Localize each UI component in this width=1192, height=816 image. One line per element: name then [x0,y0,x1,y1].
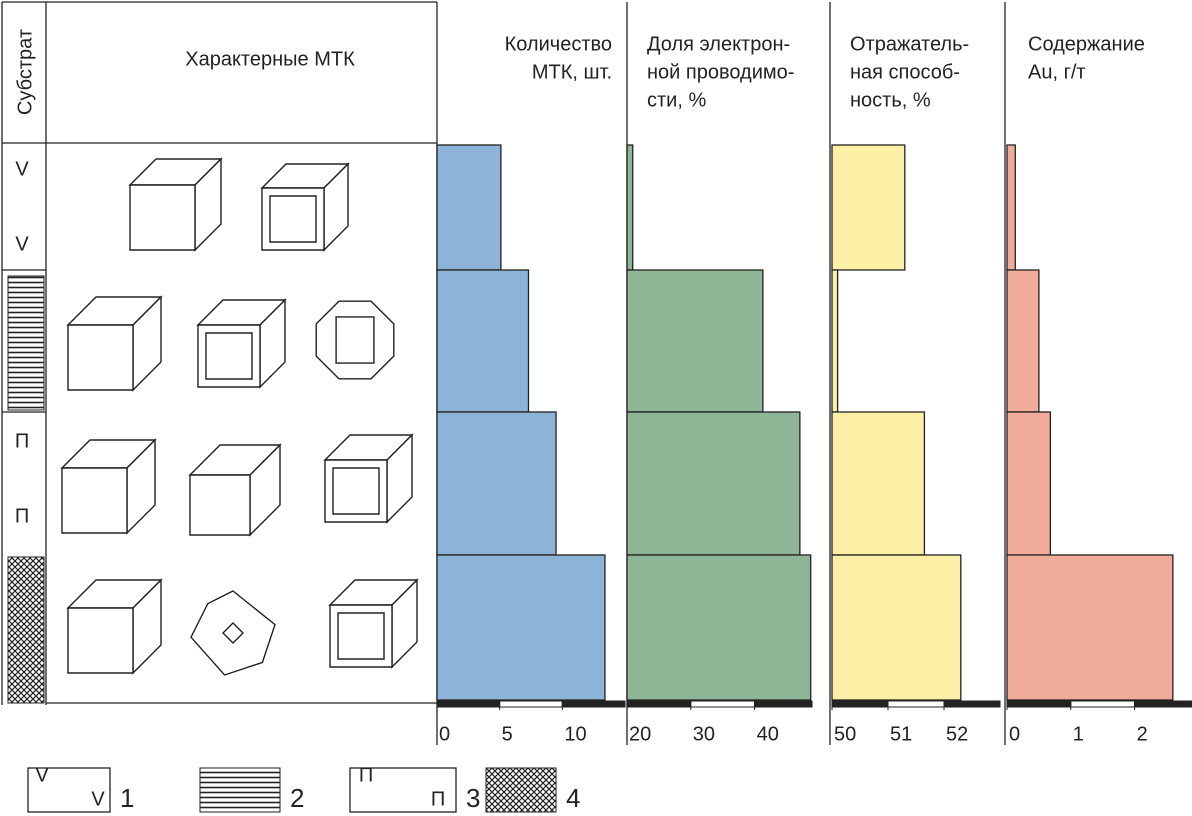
bar [1006,144,1016,271]
bar [626,144,634,271]
substrate-mark: V [15,158,29,180]
crystal-face [67,607,134,674]
x-tick-label: 40 [757,723,779,745]
panel-title: МТК, шт. [532,61,612,83]
x-tick-label: 50 [834,723,856,745]
scale-segment [561,700,626,708]
legend-symbol: П [431,788,445,810]
scale-segment [943,700,1001,708]
crystal-drawings [60,157,419,676]
legend-symbol: V [35,764,49,786]
scale-segment [754,700,813,708]
legend-swatch [199,767,281,813]
crystal-face [205,332,253,380]
substrate-hatch [7,556,45,704]
bar [626,411,801,556]
panel-title: Доля электрон- [647,33,790,55]
scale-segment [1070,700,1136,708]
legend-label: 3 [466,783,480,813]
bar [626,554,812,701]
crystal-face [129,184,196,251]
crystal-face [332,467,380,515]
legend-symbol: V [91,788,105,810]
bar [436,554,606,701]
substrate-mark: V [15,233,29,255]
substrate-mark: П [15,505,29,527]
x-tick-label: 10 [564,723,586,745]
scale-segment [690,700,756,708]
crystal-face [335,316,375,364]
legend: V V 1 2 П П 3 4 [27,764,580,813]
panel-title: Количество [505,33,612,55]
bar [626,269,764,413]
bar [1006,554,1174,701]
x-tick-label: 2 [1137,723,1148,745]
panel-title: ная способ- [850,61,960,83]
legend-symbol: П [359,764,373,786]
panel-title: ной проводимо- [647,61,794,83]
bar [436,144,502,271]
bar [1006,411,1052,556]
crystal-face [222,622,244,644]
bar [436,411,557,556]
x-tick-label: 1 [1073,723,1084,745]
x-tick-label: 51 [890,723,912,745]
x-tick-label: 30 [693,723,715,745]
bar [436,269,530,413]
panel-title: ность, % [850,89,931,111]
scale-segment [831,700,889,708]
legend-label: 2 [290,783,304,813]
scale-segment [436,700,501,708]
crystal-face [61,467,128,534]
panel-title: Au, г/т [1028,61,1086,83]
bar [831,269,839,413]
scale-segment [1134,700,1192,708]
scale-segment [887,700,945,708]
substrate-mark: П [15,430,29,452]
scale-segment [626,700,692,708]
substrate-lines [7,275,45,411]
crystal-face [67,324,134,391]
legend-swatch [27,767,111,813]
legend-swatch [485,767,557,813]
legend-label: 4 [566,783,580,813]
legend-label: 1 [120,783,134,813]
x-tick-label: 20 [629,723,651,745]
substrate-header: Субстрат [14,29,36,115]
panel-title: Отражатель- [850,33,969,55]
x-tick-label: 0 [439,723,450,745]
x-tick-label: 5 [502,723,513,745]
x-tick-label: 52 [946,723,968,745]
crystals-header: Характерные МТК [185,48,355,70]
crystal-face [269,195,317,243]
crystal-face [189,474,251,536]
bar [831,554,962,701]
scale-segment [1006,700,1072,708]
panel-title: сти, % [647,89,706,111]
panel-title: Содержание [1028,33,1145,55]
x-tick-label: 0 [1009,723,1020,745]
scale-segment [499,700,563,708]
crystal-face [337,612,385,660]
bar [831,411,926,556]
legend-swatch [349,767,457,813]
bar [831,144,906,271]
bar [1006,269,1040,413]
